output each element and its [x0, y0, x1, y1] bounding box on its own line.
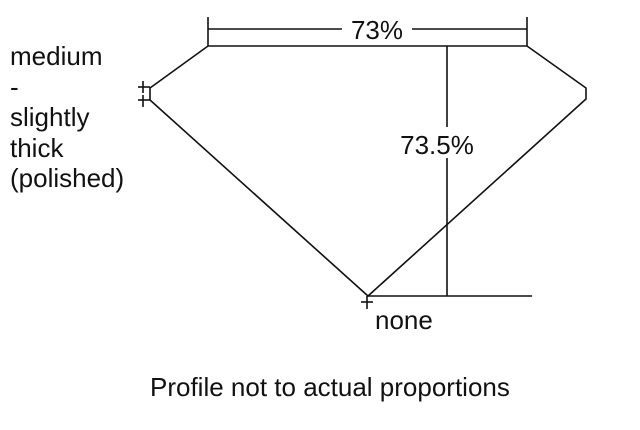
girdle-label-line: medium — [10, 41, 102, 71]
caption: Profile not to actual proportions — [150, 372, 510, 402]
girdle-label: medium - slightly thick (polished) — [10, 41, 124, 193]
girdle-label-line: slightly — [10, 102, 89, 132]
girdle-label-line: (polished) — [10, 163, 124, 193]
table-percent-label: 73% — [351, 15, 403, 45]
girdle-label-line: thick — [10, 133, 64, 163]
girdle-label-line: - — [10, 72, 19, 102]
culet-label: none — [375, 305, 433, 335]
depth-percent-label: 73.5% — [400, 130, 474, 160]
gem-outline — [149, 45, 587, 298]
